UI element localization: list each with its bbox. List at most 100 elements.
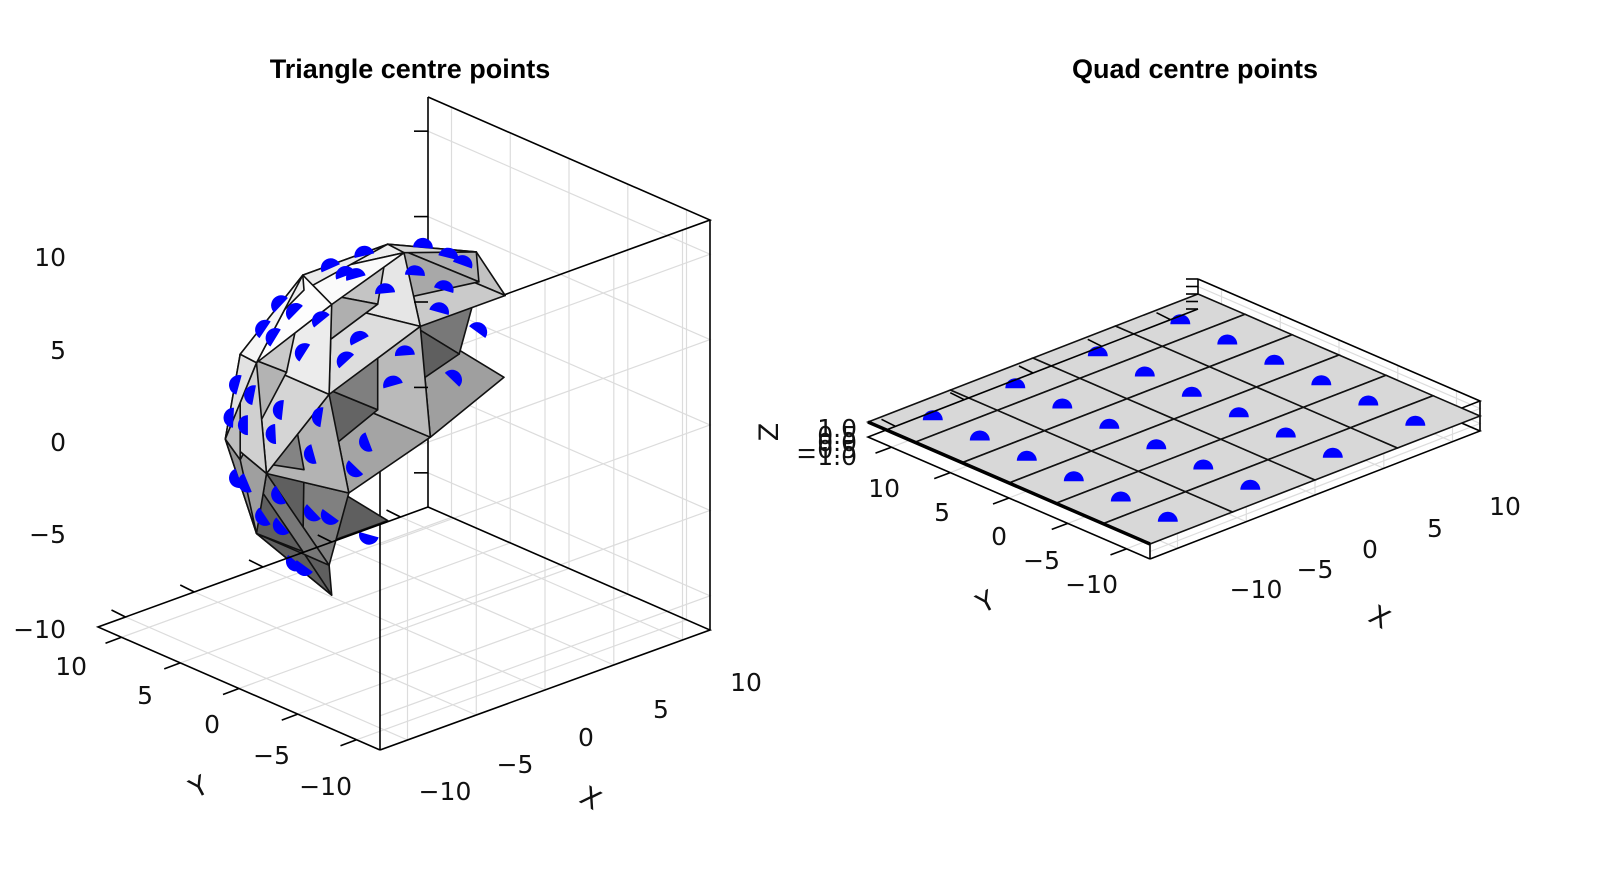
x-tick-label: 0 [1362,535,1378,564]
y-tick-label: −10 [299,772,352,801]
x-tick-label: 5 [1427,514,1443,543]
y-tick-label: 5 [137,681,153,710]
x-axis-label: X [574,781,606,817]
centre-point [223,407,234,428]
centre-point [311,407,324,428]
front-axis-frame [865,278,1199,560]
y-tick-label: −5 [1023,546,1060,575]
x-tick-label: −5 [497,750,534,779]
centre-point [311,311,330,328]
centre-point [429,302,449,316]
centre-point [1228,407,1249,418]
centre-point [1005,378,1026,389]
tick-mark [881,418,896,428]
x-axis-label: X [1363,600,1395,636]
centre-point [438,247,459,261]
centre-point [1052,398,1073,409]
y-tick-label: −5 [253,741,290,770]
centre-point [1181,386,1202,397]
triangle-panel: Triangle centre points −10 −5 0 5 10 −10… [13,54,762,817]
centre-point [404,265,425,277]
centre-point [1016,450,1037,461]
centre-point [349,330,369,346]
centre-point [1322,447,1343,458]
centre-point [1063,471,1084,482]
x-tick-label: −10 [419,777,472,806]
tick-mark [105,636,122,644]
centre-point [1311,375,1332,386]
centre-point [255,319,271,339]
centre-point [346,460,364,478]
y-tick-label: 5 [934,498,950,527]
tick-mark [317,534,333,543]
tick-mark [992,497,1010,505]
centre-point [271,295,288,313]
centre-point [469,322,488,338]
tick-mark [949,391,965,401]
centre-point [394,345,415,357]
tick-mark [111,609,126,618]
centre-point [272,517,290,536]
x-tick-label: −10 [1230,575,1283,604]
z-tick-label: 1.0 [817,414,857,443]
centre-point [359,531,379,545]
tick-mark [1051,522,1069,531]
centre-point [303,504,321,522]
centre-point [1087,346,1108,357]
tick-labels: −10 −5 0 5 10 −10 −5 0 5 10 −10 −5 0 5 1… [13,243,762,817]
z-tick-label: 10 [34,243,66,272]
chart-title: Triangle centre points [270,54,551,84]
centre-point [285,554,304,572]
centre-point [359,432,373,452]
centre-point [1134,366,1155,377]
frame-edge [379,506,713,751]
centre-point [255,507,271,526]
tick-mark [340,739,357,747]
centre-point [1240,479,1261,490]
centre-point [1217,334,1238,345]
centre-point [336,351,355,369]
centre-point [272,400,284,421]
tick-mark [1018,365,1034,374]
centre-point [303,444,317,464]
centre-point [1170,314,1191,325]
centre-point [335,266,355,280]
mesh-face [239,274,304,364]
centre-point [320,258,340,273]
centre-point [294,560,313,576]
y-tick-label: −10 [1065,570,1118,599]
z-tick-label: −5 [29,520,66,549]
z-tick-label: −10 [13,615,66,644]
tick-mark [222,687,240,696]
tick-mark [933,471,951,480]
quad-centre-points [922,314,1426,522]
z-tick-label: 0.0 [817,428,857,457]
tick-mark [281,713,299,721]
centre-point [265,424,277,444]
y-tick-label: 10 [55,652,87,681]
centre-point [1358,395,1379,406]
z-tick-label: 0.5 [817,421,857,450]
centre-point [375,283,396,295]
front-axis-frame [95,130,429,751]
x-tick-label: 10 [1489,492,1521,521]
centre-point [271,485,287,505]
centre-point [265,328,281,347]
y-axis-label: Y [971,585,1001,621]
chart-title: Quad centre points [1072,54,1318,84]
centre-point [1405,415,1426,426]
tick-mark [1110,548,1127,556]
centre-point [1110,491,1131,502]
centre-point [1264,354,1285,365]
triangle-centre-points [223,237,488,576]
centre-point [229,468,243,488]
centre-point [237,473,252,493]
frame-edge [95,506,429,751]
centre-point [383,375,403,389]
z-tick-label: −0.5 [796,435,857,464]
z-axis-label: Z [754,423,785,442]
centre-point [922,410,943,421]
centre-point [1193,459,1214,470]
centre-point [285,303,303,321]
